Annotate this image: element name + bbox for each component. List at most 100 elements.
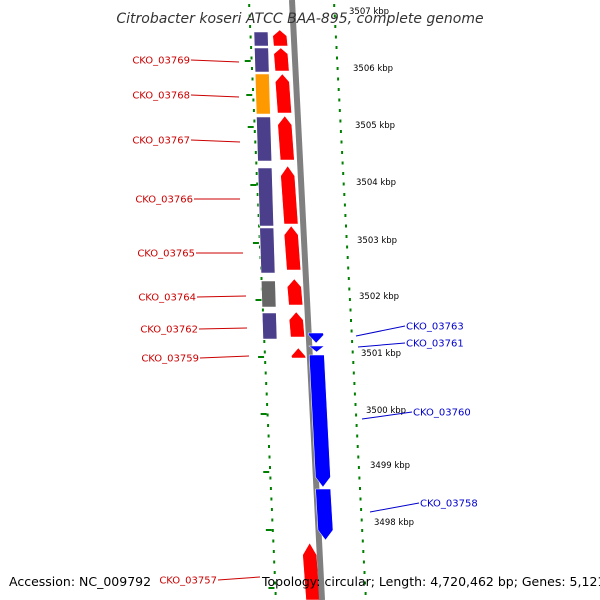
ring-dot — [273, 560, 276, 564]
forward-gene-arrow — [272, 29, 288, 47]
gene-leader-line — [199, 355, 250, 359]
ring-dot — [349, 308, 352, 312]
cog-category-box — [260, 280, 277, 308]
gene-label-right: CKO_03760 — [413, 408, 471, 419]
ring-dot — [258, 224, 261, 228]
cog-category-box — [256, 116, 273, 162]
ring-dot — [249, 35, 252, 39]
gene-label-left: CKO_03759 — [141, 354, 199, 365]
ring-dot — [257, 214, 260, 217]
gene-leader-line — [198, 327, 248, 330]
ring-dot — [346, 256, 349, 259]
ring-dot — [345, 224, 347, 228]
ring-dot — [355, 424, 358, 427]
cog-category-box — [253, 31, 269, 47]
ring-dot — [260, 277, 263, 280]
ring-dot — [357, 455, 360, 459]
ring-dot — [265, 382, 268, 385]
forward-gene-arrow — [277, 115, 295, 161]
gene-label-left: CKO_03768 — [132, 91, 190, 102]
ring-dot — [255, 172, 258, 175]
ring-dot — [270, 508, 273, 511]
gene-label-left: CKO_03767 — [132, 136, 190, 147]
gene-label-left: CKO_03766 — [135, 195, 193, 206]
ring-dot — [342, 182, 345, 186]
ring-dot — [356, 434, 359, 438]
kbp-label: 3498 kbp — [374, 518, 414, 528]
gene-leader-line — [196, 295, 247, 298]
cog-category-box — [259, 227, 276, 274]
ring-dot — [362, 550, 365, 553]
ring-dot — [263, 350, 266, 354]
ring-dot — [274, 581, 277, 585]
forward-gene-arrow — [291, 347, 307, 359]
ring-dot — [253, 130, 256, 133]
ring-dot — [337, 88, 340, 91]
ring-dot — [355, 413, 358, 417]
cog-category-box — [254, 73, 271, 115]
kbp-label: 3506 kbp — [353, 64, 393, 74]
ring-dot — [250, 46, 253, 49]
ring-dot — [270, 497, 273, 501]
reverse-gene-arrow — [315, 488, 334, 541]
ring-dot — [256, 182, 259, 186]
ring-dot — [345, 235, 348, 238]
ring-dot — [341, 151, 344, 154]
ring-dot — [344, 214, 347, 217]
reverse-gene-arrow — [307, 332, 324, 344]
forward-gene-arrow — [283, 225, 302, 271]
ring-dot — [264, 361, 267, 364]
ring-dot — [268, 445, 270, 448]
ring-dot — [348, 298, 351, 301]
outer-dotted-ring — [333, 4, 367, 595]
reverse-gene-arrow — [308, 345, 325, 353]
ring-dot — [252, 109, 255, 112]
gene-label-left: CKO_03757 — [159, 576, 217, 587]
ring-dot — [250, 56, 253, 60]
ring-dot — [338, 109, 341, 112]
ring-dot — [347, 266, 350, 270]
ring-dot — [359, 497, 362, 501]
ring-dot — [361, 539, 364, 543]
ring-dot — [353, 382, 356, 385]
ring-dot — [363, 571, 366, 574]
ring-dot — [358, 476, 361, 480]
ring-dot — [254, 140, 257, 144]
kbp-label: 3501 kbp — [361, 349, 401, 359]
ring-dot — [364, 581, 366, 585]
ring-dot — [336, 56, 338, 60]
ring-dot — [255, 161, 258, 165]
ring-dot — [339, 119, 342, 123]
kbp-label: 3499 kbp — [370, 461, 410, 471]
gene-leader-line — [190, 94, 240, 98]
ring-dot — [266, 403, 269, 406]
ring-dot — [356, 445, 359, 448]
feature-rings — [244, 0, 367, 600]
gene-leader-line — [355, 325, 406, 337]
ring-dot — [351, 350, 354, 354]
ring-dot — [267, 434, 270, 438]
gene-label-left: CKO_03769 — [132, 56, 190, 67]
gene-label-left: CKO_03765 — [137, 249, 195, 260]
ring-dot — [266, 413, 269, 417]
ring-dot — [273, 571, 276, 574]
forward-gene-arrow — [280, 165, 299, 225]
kbp-label: 3504 kbp — [356, 178, 396, 188]
cog-category-box — [261, 312, 278, 340]
ring-dot — [271, 529, 274, 532]
ring-dot — [272, 539, 275, 543]
ring-dot — [334, 25, 337, 28]
ring-dot — [336, 67, 339, 70]
ring-dot — [343, 203, 346, 207]
ring-dot — [263, 340, 266, 343]
gene-leader-line — [217, 576, 261, 581]
gene-label-right: CKO_03763 — [406, 322, 464, 333]
ring-dot — [272, 550, 275, 553]
ring-dot — [360, 508, 363, 511]
ring-dot — [351, 340, 354, 343]
ring-dot — [267, 424, 270, 427]
gene-leader-line — [357, 342, 406, 348]
ring-dot — [350, 329, 353, 333]
ring-dot — [274, 592, 277, 595]
ring-dot — [350, 319, 352, 322]
